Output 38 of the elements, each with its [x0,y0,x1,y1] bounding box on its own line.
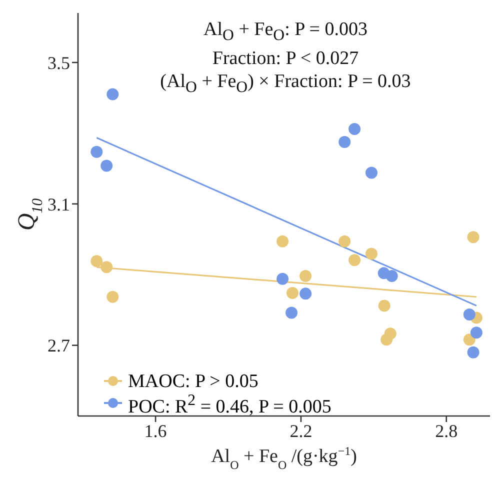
point [470,326,482,339]
annotation: Al$_{O}$ + Fe$_{O}$: P = 0.003 [202,18,368,46]
annotation: (Al$_{O}$ + Fe$_{O}$) × Fraction: P = 0.03 [159,70,412,98]
point [463,308,476,321]
annotation: Fraction: P < 0.027 [211,46,360,70]
point [338,235,351,248]
x-tick-label: 2.2 [290,420,312,441]
point [463,334,476,346]
y-tick-label: 2.7 [48,336,70,356]
point [384,328,396,340]
point [276,272,289,285]
point [348,254,361,266]
point [300,288,312,300]
point [467,346,480,358]
point [286,286,298,299]
point [106,290,119,303]
x-tick-label: 1.6 [144,420,167,441]
point [386,270,398,282]
legend-label: POC: R$^{2}$ = 0.46, P = 0.005 [128,390,332,417]
legend-label: MAOC: P > 0.05 [128,370,258,392]
point [365,166,378,179]
y-tick-label: 3.1 [48,194,70,214]
point [100,261,113,274]
point [286,306,298,319]
point [338,136,351,148]
point [90,146,103,158]
point [90,255,103,268]
x-axis-title: Al$_{O}$ + Fe$_{O}$ /(g·kg$^{−1}$) [211,444,357,472]
point [348,122,361,135]
point [276,235,289,248]
point [467,231,480,244]
y-tick-label: 3.5 [48,52,70,73]
point [365,248,378,260]
point [300,270,312,282]
point [378,300,390,312]
point [100,160,113,172]
x-tick-label: 2.8 [435,420,458,441]
point [106,88,119,100]
